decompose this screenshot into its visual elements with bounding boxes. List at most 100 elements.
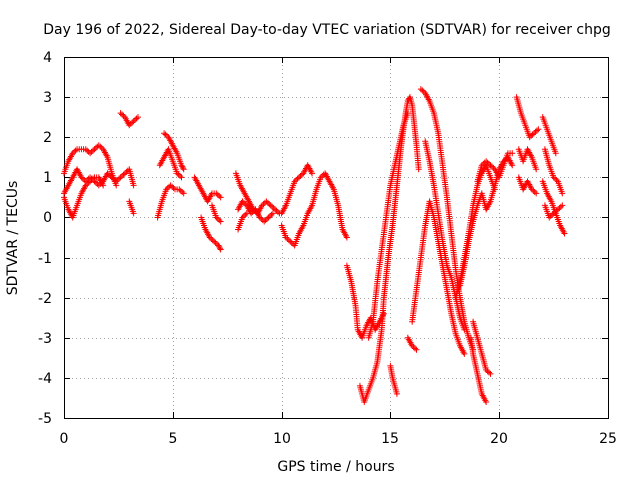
series-arc-u	[404, 334, 420, 353]
series-arc-aj	[541, 202, 566, 221]
x-axis-label: GPS time / hours	[277, 459, 394, 475]
data-point	[239, 214, 246, 221]
data-point	[526, 134, 533, 141]
data-point	[266, 213, 273, 220]
data-point	[92, 144, 99, 151]
series-arc-o	[278, 162, 316, 217]
data-point	[529, 131, 536, 138]
data-point	[487, 162, 494, 169]
data-point	[288, 239, 295, 246]
data-point	[533, 127, 540, 134]
data-point	[214, 215, 221, 222]
axis-ticks: 0 5 10 15 20 25 -5 -4 -3 -2 -1 0 1 2 3 4	[38, 50, 617, 447]
series-arc-v	[409, 198, 468, 357]
data-point	[95, 142, 102, 149]
data-point	[208, 235, 215, 242]
data-point	[552, 175, 559, 182]
series-arc-c	[61, 174, 107, 221]
data-point	[117, 174, 124, 181]
data-point	[105, 171, 112, 178]
data-point	[393, 390, 400, 397]
data-point	[509, 162, 516, 169]
data-point	[209, 237, 216, 244]
data-point	[296, 174, 303, 181]
data-point	[217, 194, 224, 201]
data-point	[486, 160, 493, 167]
data-point	[258, 215, 265, 222]
data-point	[119, 111, 126, 118]
y-tick-label: -1	[38, 251, 52, 267]
data-point	[175, 171, 182, 178]
data-point	[404, 110, 411, 117]
data-point	[213, 190, 220, 197]
series-arc-ac	[474, 150, 516, 185]
data-point	[380, 310, 387, 317]
data-point	[177, 172, 184, 179]
data-point	[126, 122, 133, 129]
data-point	[71, 148, 78, 155]
data-point	[97, 143, 104, 150]
data-point	[206, 234, 213, 241]
data-point	[164, 185, 171, 192]
data-point	[169, 183, 176, 190]
data-point	[413, 346, 420, 353]
data-point	[217, 246, 224, 253]
data-point	[260, 201, 267, 208]
series-arc-g	[161, 130, 187, 173]
series-arc-p	[278, 170, 350, 249]
data-point	[294, 175, 301, 182]
data-point	[176, 186, 183, 193]
y-tick-label: 1	[43, 170, 52, 186]
data-point	[262, 217, 269, 224]
y-tick-label: -3	[38, 331, 52, 347]
data-point	[478, 162, 485, 169]
data-point	[216, 243, 223, 250]
series-arc-h	[156, 146, 185, 181]
data-point	[263, 198, 270, 205]
data-point	[178, 174, 185, 181]
data-point	[561, 230, 568, 237]
data-point	[484, 368, 491, 375]
data-point	[78, 174, 85, 181]
data-point	[130, 118, 137, 125]
data-point	[557, 203, 564, 210]
series-arc-f	[154, 182, 187, 221]
data-point	[162, 131, 169, 138]
data-point	[269, 203, 276, 210]
data-point	[180, 166, 187, 173]
data-point	[90, 175, 97, 182]
data-point	[273, 207, 280, 214]
data-point	[249, 209, 256, 216]
series-arc-s	[365, 110, 411, 341]
data-point	[88, 148, 95, 155]
data-point	[297, 172, 304, 179]
data-point	[84, 181, 91, 188]
data-point	[268, 211, 275, 218]
data-point	[179, 189, 186, 196]
data-point	[267, 202, 274, 209]
data-point	[533, 190, 540, 197]
data-point	[179, 163, 186, 170]
series-arc-ab	[470, 318, 494, 377]
data-point	[212, 239, 219, 246]
data-point	[265, 214, 272, 221]
y-tick-label: 2	[43, 130, 52, 146]
data-point	[264, 199, 271, 206]
data-point	[559, 190, 566, 197]
data-point	[217, 218, 224, 225]
data-point	[92, 179, 99, 186]
data-point	[533, 166, 540, 173]
data-point	[84, 147, 91, 154]
data-point	[480, 160, 487, 167]
y-tick-label: 0	[43, 210, 52, 226]
data-point	[215, 242, 222, 249]
series-arc-af	[515, 146, 540, 173]
data-point	[531, 189, 538, 196]
data-point	[417, 86, 424, 93]
data-point	[270, 205, 277, 212]
series-arc-x	[422, 138, 468, 333]
data-point	[272, 206, 279, 213]
data-point	[553, 177, 560, 184]
data-point	[317, 174, 324, 181]
data-point	[130, 210, 137, 217]
